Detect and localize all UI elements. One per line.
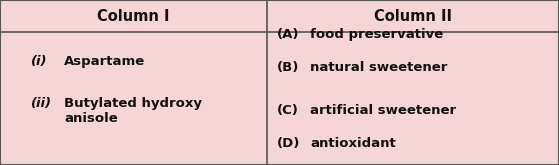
Text: (B): (B) — [277, 61, 299, 74]
Text: natural sweetener: natural sweetener — [310, 61, 448, 74]
Text: Aspartame: Aspartame — [64, 55, 145, 68]
Text: Column II: Column II — [374, 9, 452, 24]
Text: Column I: Column I — [97, 9, 170, 24]
Text: (A): (A) — [277, 28, 299, 41]
Text: antioxidant: antioxidant — [310, 137, 396, 150]
Text: (C): (C) — [277, 104, 299, 117]
Text: food preservative: food preservative — [310, 28, 443, 41]
Text: (D): (D) — [277, 137, 300, 150]
Text: (i): (i) — [31, 55, 48, 68]
Text: (ii): (ii) — [31, 97, 52, 110]
Text: artificial sweetener: artificial sweetener — [310, 104, 456, 117]
Text: Butylated hydroxy
anisole: Butylated hydroxy anisole — [64, 97, 202, 125]
